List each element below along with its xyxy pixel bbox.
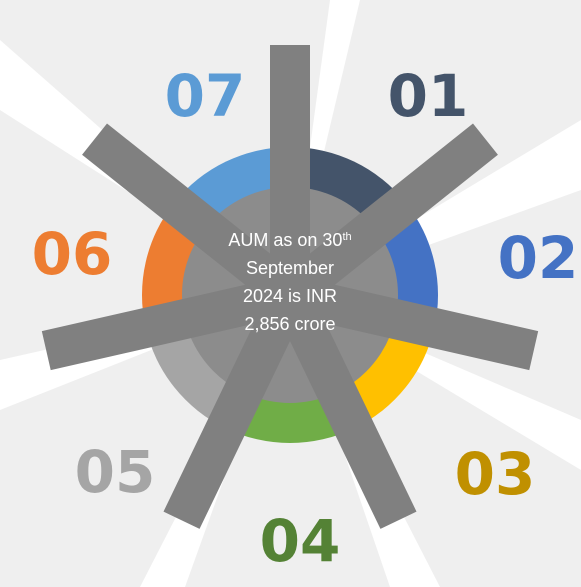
center-line: 2024 is INR [243, 286, 337, 306]
spokes [41, 45, 539, 529]
center-line: 2,856 crore [244, 314, 335, 334]
segment-label: 03 [455, 440, 536, 508]
center-line: September [246, 258, 334, 278]
segment-label: 07 [165, 62, 246, 130]
segment-label: 05 [75, 438, 156, 506]
center-line-text: 2024 is INR [243, 286, 337, 306]
center-line: AUM as on 30th [228, 230, 351, 250]
center-text: AUM as on 30th September 2024 is INR 2,856 … [228, 230, 351, 334]
spoke [285, 275, 539, 371]
spoke [41, 275, 295, 371]
spoke [82, 123, 303, 311]
segment-label: 06 [32, 220, 113, 288]
center-line-text: AUM as on 30 [228, 230, 342, 250]
spoke [271, 286, 417, 529]
center-line-text: 2,856 crore [244, 314, 335, 334]
superscript: th [342, 231, 351, 243]
spoke [277, 123, 498, 311]
segment-label: 01 [388, 62, 469, 130]
spoke [163, 286, 309, 529]
segment-label: 02 [498, 224, 579, 292]
center-line-text: September [246, 258, 334, 278]
labels: 01 02 03 04 05 06 07 [32, 62, 579, 575]
segment-label: 04 [260, 507, 341, 575]
